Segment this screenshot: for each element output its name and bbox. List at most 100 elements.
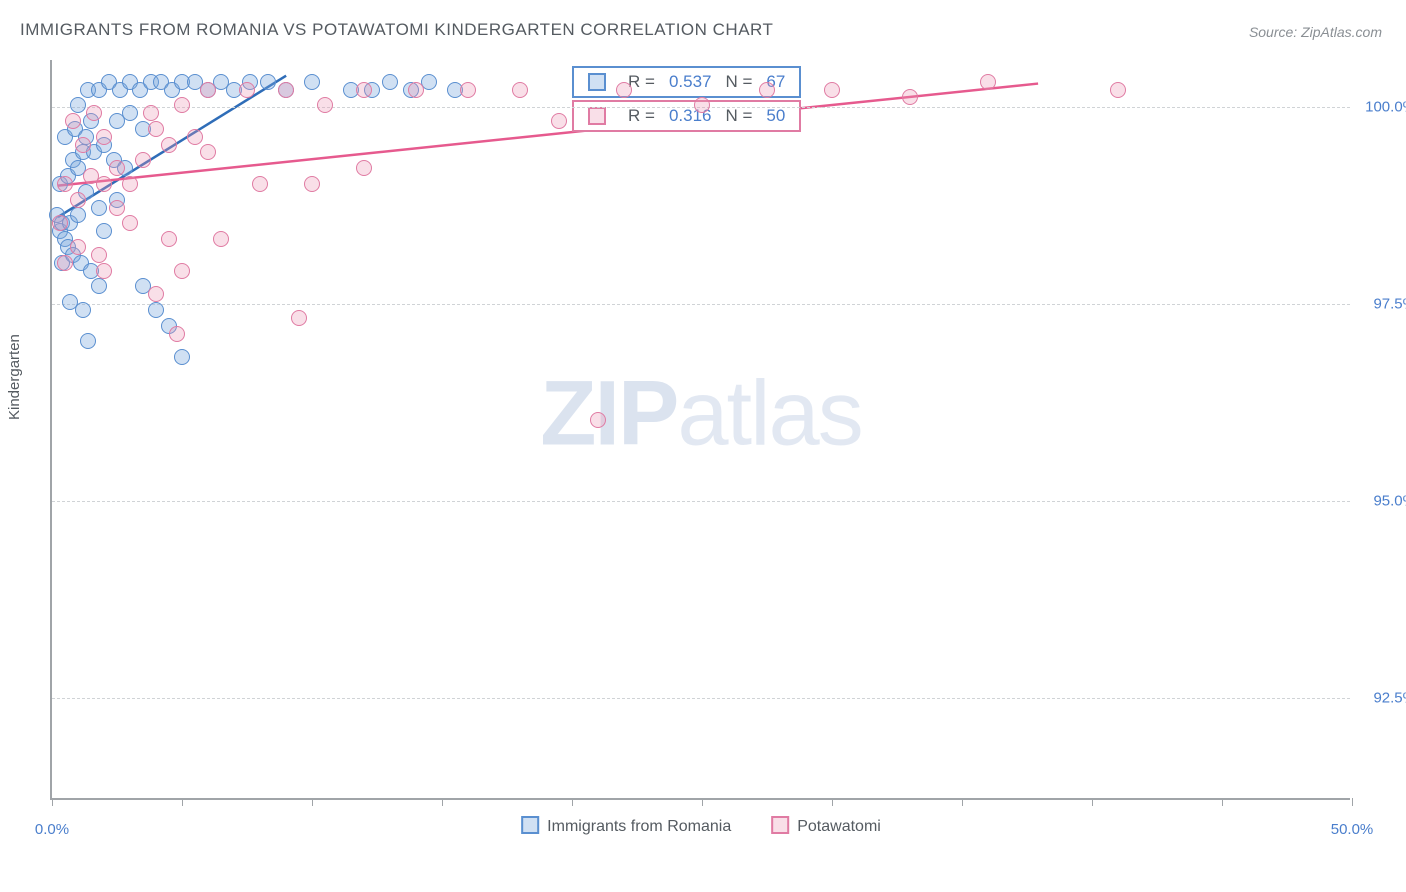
data-point	[78, 129, 94, 145]
data-point	[62, 215, 78, 231]
data-point	[239, 82, 255, 98]
data-point	[187, 74, 203, 90]
watermark: ZIPatlas	[540, 362, 861, 467]
data-point	[65, 113, 81, 129]
data-point	[49, 207, 65, 223]
data-point	[343, 82, 359, 98]
data-point	[122, 176, 138, 192]
data-point	[403, 82, 419, 98]
data-point	[278, 82, 294, 98]
data-point	[135, 121, 151, 137]
x-tick-label: 50.0%	[1331, 821, 1374, 838]
data-point	[164, 82, 180, 98]
data-point	[70, 97, 86, 113]
data-point	[213, 231, 229, 247]
data-point	[590, 412, 606, 428]
gridline	[52, 501, 1350, 502]
r-label: R =	[628, 72, 655, 92]
data-point	[278, 82, 294, 98]
data-point	[83, 113, 99, 129]
data-point	[106, 152, 122, 168]
chart-title: IMMIGRANTS FROM ROMANIA VS POTAWATOMI KI…	[20, 20, 773, 40]
n-value-romania: 67	[766, 72, 785, 92]
data-point	[57, 231, 73, 247]
data-point	[109, 113, 125, 129]
data-point	[91, 82, 107, 98]
x-tick	[52, 798, 53, 806]
swatch-romania-icon	[521, 816, 539, 834]
data-point	[60, 239, 76, 255]
data-point	[1110, 82, 1126, 98]
swatch-romania-icon	[588, 73, 606, 91]
data-point	[70, 207, 86, 223]
y-tick-label: 95.0%	[1373, 492, 1406, 509]
y-tick-label: 92.5%	[1373, 689, 1406, 706]
data-point	[213, 74, 229, 90]
r-value-romania: 0.537	[669, 72, 712, 92]
gridline	[52, 304, 1350, 305]
data-point	[109, 160, 125, 176]
data-point	[148, 286, 164, 302]
data-point	[200, 144, 216, 160]
data-point	[62, 294, 78, 310]
x-tick	[1222, 798, 1223, 806]
y-tick-label: 97.5%	[1373, 296, 1406, 313]
data-point	[67, 121, 83, 137]
data-point	[60, 168, 76, 184]
data-point	[96, 263, 112, 279]
data-point	[226, 82, 242, 98]
data-point	[96, 223, 112, 239]
trend-lines	[52, 60, 1350, 798]
data-point	[161, 137, 177, 153]
x-tick	[1352, 798, 1353, 806]
x-tick	[962, 798, 963, 806]
data-point	[96, 137, 112, 153]
data-point	[57, 176, 73, 192]
data-point	[153, 74, 169, 90]
data-point	[200, 82, 216, 98]
scatter-plot: ZIPatlas R = 0.537 N = 67 R = 0.316 N = …	[50, 60, 1350, 800]
legend-item-potawatomi: Potawatomi	[771, 816, 881, 836]
data-point	[91, 278, 107, 294]
data-point	[52, 223, 68, 239]
x-tick	[312, 798, 313, 806]
x-tick-label: 0.0%	[35, 821, 69, 838]
data-point	[70, 160, 86, 176]
data-point	[83, 168, 99, 184]
data-point	[109, 200, 125, 216]
data-point	[980, 74, 996, 90]
data-point	[169, 326, 185, 342]
data-point	[83, 263, 99, 279]
data-point	[356, 160, 372, 176]
data-point	[148, 121, 164, 137]
data-point	[78, 184, 94, 200]
data-point	[408, 82, 424, 98]
data-point	[421, 74, 437, 90]
data-point	[101, 74, 117, 90]
data-point	[54, 255, 70, 271]
r-value-potawatomi: 0.316	[669, 106, 712, 126]
y-tick-label: 100.0%	[1365, 99, 1406, 116]
legend-label-potawatomi: Potawatomi	[797, 818, 881, 835]
data-point	[551, 113, 567, 129]
data-point	[70, 239, 86, 255]
data-point	[86, 144, 102, 160]
data-point	[57, 129, 73, 145]
data-point	[242, 74, 258, 90]
data-point	[143, 74, 159, 90]
data-point	[135, 278, 151, 294]
swatch-potawatomi-icon	[771, 816, 789, 834]
data-point	[135, 152, 151, 168]
data-point	[52, 215, 68, 231]
data-point	[109, 192, 125, 208]
data-point	[161, 318, 177, 334]
data-point	[52, 176, 68, 192]
data-point	[304, 176, 320, 192]
data-point	[317, 97, 333, 113]
data-point	[382, 74, 398, 90]
data-point	[73, 255, 89, 271]
data-point	[96, 129, 112, 145]
x-tick	[572, 798, 573, 806]
source-attribution: Source: ZipAtlas.com	[1249, 24, 1382, 40]
stat-box-potawatomi: R = 0.316 N = 50	[572, 100, 801, 132]
